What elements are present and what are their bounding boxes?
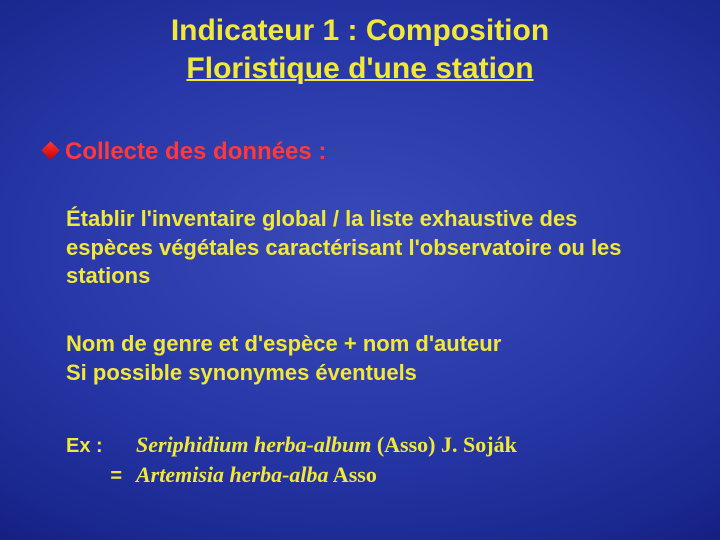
bullet-heading: Collecte des données : [65,138,326,165]
paragraph-inventory: Établir l'inventaire global / la liste e… [66,205,670,291]
title-line1: Indicateur 1 : Composition [171,14,549,47]
bullet-row: Collecte des données : [44,138,676,166]
diamond-bullet-icon [41,141,59,159]
example-line1: Seriphidium herba-album (Asso) J. Soják [136,432,517,457]
title-line2: Floristique d'une station [186,52,533,85]
example-line1-roman: (Asso) J. Soják [371,432,516,457]
example-label: Ex : [66,433,136,460]
example-equals: = [66,463,136,490]
example-line1-italic: Seriphidium herba-album [136,432,371,457]
slide: Indicateur 1 : Composition Floristique d… [0,0,720,540]
paragraph-naming: Nom de genre et d'espèce + nom d'auteur … [66,330,670,387]
example-line2: Artemisia herba-alba Asso [136,462,377,487]
example-block: Ex :Seriphidium herba-album (Asso) J. So… [66,430,680,490]
example-line2-italic: Artemisia herba-alba [136,462,329,487]
example-line2-roman: Asso [329,462,377,487]
naming-line2: Si possible synonymes éventuels [66,360,417,385]
slide-title: Indicateur 1 : Composition Floristique d… [0,12,720,87]
naming-line1: Nom de genre et d'espèce + nom d'auteur [66,331,501,356]
